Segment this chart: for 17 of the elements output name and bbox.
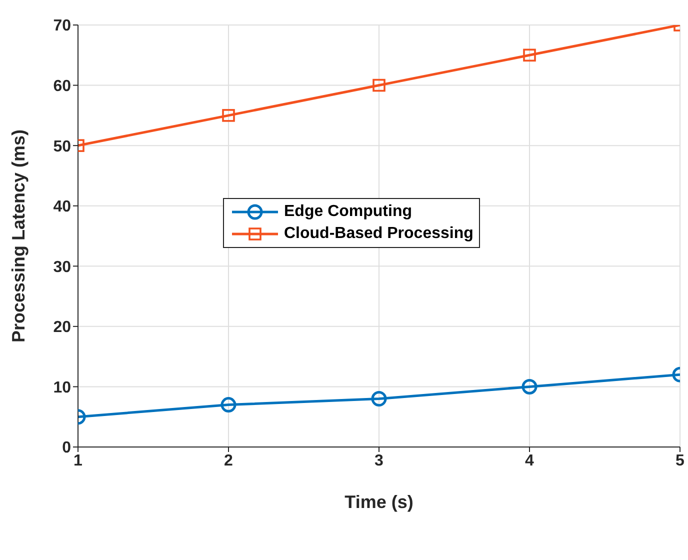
- y-tick-label: 40: [53, 198, 72, 216]
- y-tick-label: 70: [53, 18, 72, 35]
- y-tick-label: 0: [62, 440, 72, 457]
- y-axis-title: Processing Latency (ms): [8, 129, 28, 343]
- y-tick-label: 50: [53, 138, 72, 156]
- x-tick-label: 2: [224, 452, 234, 470]
- legend-label: Edge Computing: [284, 203, 412, 221]
- y-tick-label: 30: [53, 258, 72, 276]
- y-tick-label: 20: [53, 319, 72, 336]
- x-tick-label: 1: [74, 452, 83, 470]
- y-tick-label: 10: [53, 379, 72, 396]
- x-tick-label: 4: [525, 452, 534, 470]
- legend-label: Cloud-Based Processing: [284, 225, 474, 243]
- x-tick-label: 3: [374, 452, 384, 470]
- y-tick-label: 60: [53, 78, 72, 95]
- x-axis-title: Time (s): [344, 492, 414, 512]
- x-tick-label: 5: [676, 452, 685, 470]
